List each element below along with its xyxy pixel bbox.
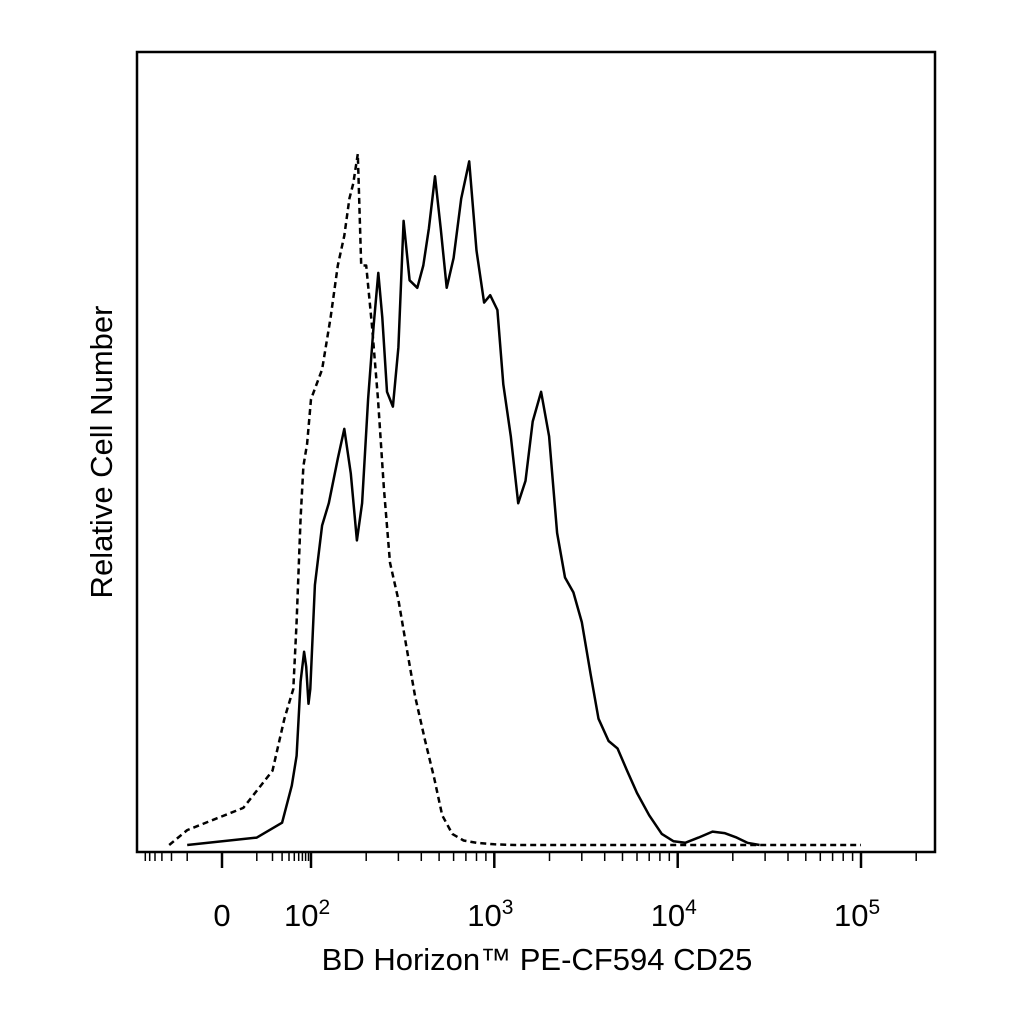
- series-dashed-line: [168, 152, 861, 847]
- x-tick-label: 104: [651, 896, 697, 933]
- x-tick-label: 103: [467, 896, 513, 933]
- x-tick-labels: 0 102 103 104 105: [213, 896, 880, 933]
- series-layer: [168, 152, 861, 847]
- plot-frame: [135, 50, 937, 854]
- x-tick-label: 105: [834, 896, 880, 933]
- series-solid-line: [187, 160, 760, 847]
- y-axis-label: Relative Cell Number: [84, 306, 119, 599]
- x-axis-label: BD Horizon™ PE-CF594 CD25: [322, 942, 753, 977]
- x-tick-label: 0: [213, 898, 230, 933]
- x-tick-label: 102: [284, 896, 330, 933]
- x-minor-ticks: [144, 852, 917, 868]
